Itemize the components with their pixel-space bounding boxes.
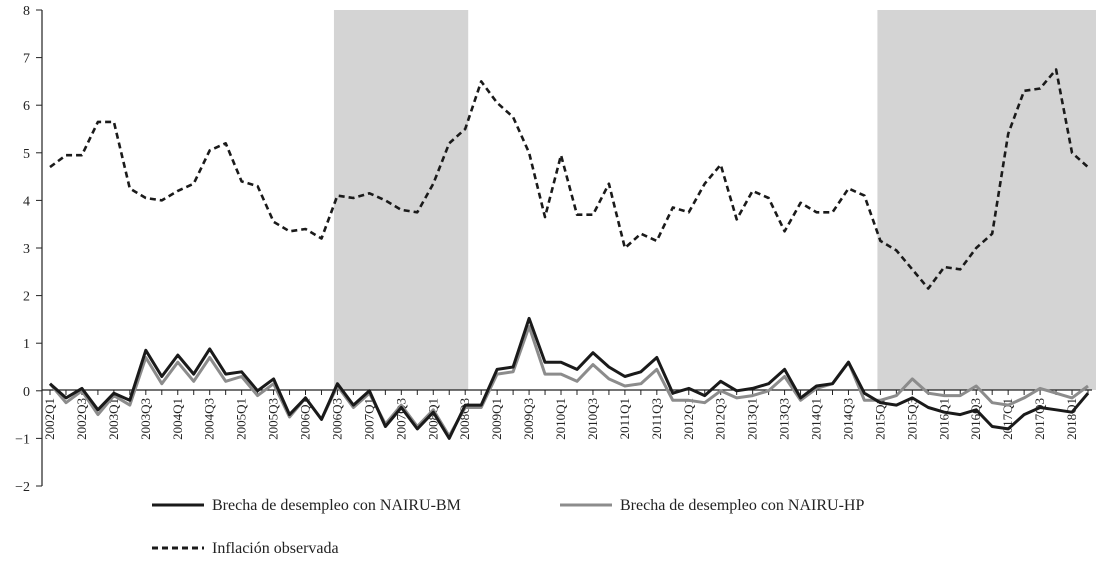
y-tick-label: −2 — [15, 480, 30, 495]
y-tick-label: 1 — [23, 337, 30, 352]
legend-label: Brecha de desempleo con NAIRU-BM — [212, 497, 461, 514]
series-line-1 — [48, 325, 1089, 438]
y-tick-label: 0 — [23, 385, 30, 400]
series-lines — [48, 68, 1090, 440]
y-axis-ticks: −2 −1 0 1 2 3 4 5 6 7 8 — [15, 4, 42, 495]
series-line-0 — [49, 316, 1090, 440]
x-tick-label: 2005Q3 — [266, 398, 281, 440]
x-tick-label: 2016Q1 — [936, 398, 951, 440]
x-tick-label: 2007Q1 — [361, 398, 376, 440]
x-axis-ticks: 2002Q1 2002Q3 2003Q1 2003Q3 2004Q1 2004Q3 2005… — [42, 390, 1089, 440]
x-tick-label: 2014Q3 — [840, 398, 855, 440]
x-tick-label: 2005Q1 — [234, 398, 249, 440]
legend-label: Brecha de desempleo con NAIRU-HP — [620, 497, 864, 514]
x-tick-label: 2015Q1 — [872, 398, 887, 440]
x-tick-label: 2006Q1 — [298, 398, 313, 440]
x-tick-label: 2011Q1 — [617, 398, 632, 439]
x-tick-label: 2012Q3 — [713, 398, 728, 440]
x-tick-label: 2013Q3 — [777, 398, 792, 440]
chart-legend: Brecha de desempleo con NAIRU-BM Brecha d… — [152, 497, 864, 557]
x-tick-label: 2009Q1 — [489, 398, 504, 440]
y-tick-label: 4 — [23, 194, 30, 209]
shaded-period — [333, 10, 469, 390]
x-tick-label: 2013Q1 — [745, 398, 760, 440]
y-tick-label: 3 — [23, 242, 30, 257]
x-tick-label: 2009Q3 — [521, 398, 536, 440]
legend-label: Inflación observada — [212, 540, 339, 557]
y-tick-label: 2 — [23, 290, 30, 305]
y-tick-label: 7 — [23, 52, 30, 67]
y-tick-label: 8 — [23, 4, 30, 19]
x-tick-label: 2003Q3 — [138, 398, 153, 440]
x-tick-label: 2002Q3 — [74, 398, 89, 440]
x-tick-label: 2015Q3 — [904, 398, 919, 440]
shaded-periods — [333, 10, 1096, 390]
x-tick-label: 2017Q3 — [1032, 398, 1047, 440]
x-tick-label: 2011Q3 — [649, 398, 664, 439]
y-tick-label: 5 — [23, 147, 30, 162]
y-tick-label: 6 — [23, 99, 30, 114]
x-tick-label: 2006Q3 — [329, 398, 344, 440]
x-tick-label: 2004Q3 — [202, 398, 217, 440]
x-tick-label: 2004Q1 — [170, 398, 185, 440]
series-line-2 — [49, 68, 1089, 290]
x-tick-label: 2010Q3 — [585, 398, 600, 440]
x-tick-label: 2002Q1 — [42, 398, 57, 440]
x-tick-label: 2012Q1 — [681, 398, 696, 440]
y-tick-label: −1 — [15, 432, 30, 447]
shaded-period — [877, 10, 1096, 390]
x-tick-label: 2016Q3 — [968, 398, 983, 440]
x-tick-label: 2014Q1 — [809, 398, 824, 440]
x-tick-label: 2010Q1 — [553, 398, 568, 440]
x-tick-label: 2008Q1 — [425, 398, 440, 440]
x-tick-label: 2003Q1 — [106, 398, 121, 440]
